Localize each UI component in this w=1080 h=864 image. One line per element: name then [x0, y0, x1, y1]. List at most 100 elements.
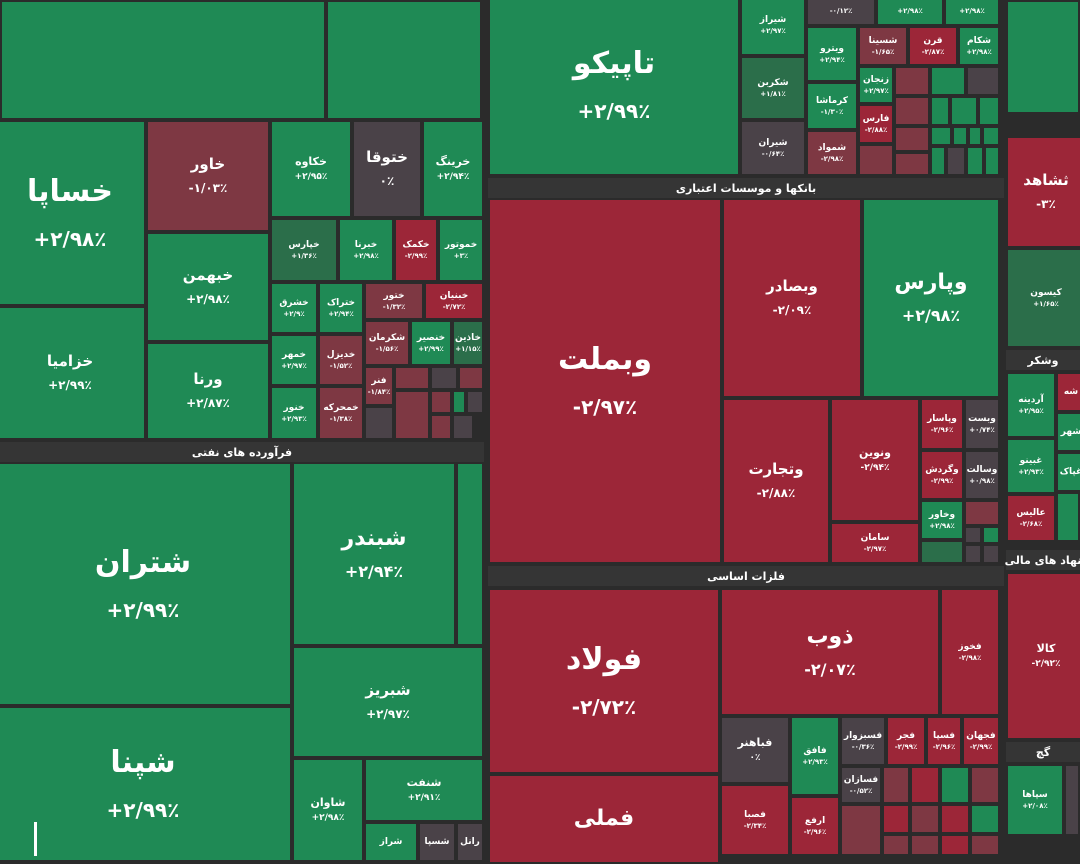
tile-khdiz[interactable]: خدیزل -۱/۵۲٪: [318, 334, 364, 386]
tile-small[interactable]: [968, 126, 982, 146]
tile-khavar[interactable]: خاور -۱/۰۳٪: [146, 120, 270, 232]
tile-fesaran[interactable]: فسازان -۰/۵۲٪: [840, 766, 882, 804]
tile-fkhoz[interactable]: فخوز -۲/۹۸٪: [940, 588, 1000, 716]
tile-small[interactable]: [966, 66, 1000, 96]
tile-khshargh[interactable]: خشرق +۲/۹٪: [270, 282, 318, 334]
tile-vgardesh[interactable]: وگردش -۲/۹۹٪: [920, 450, 964, 500]
tile-small[interactable]: [930, 126, 952, 146]
tile-shamvad[interactable]: شموا‌د -۲/۹۸٪: [806, 130, 858, 176]
tile-khkerman[interactable]: شکرمان -۱/۵۶٪: [364, 320, 410, 366]
tile-small[interactable]: [964, 544, 982, 564]
tile-kala[interactable]: کالا -۲/۹۲٪: [1006, 572, 1080, 740]
tile-small[interactable]: [930, 66, 966, 96]
tile-arfa[interactable]: ارفع -۲/۹۶٪: [790, 796, 840, 856]
tile-khamrah[interactable]: خمحرکه -۱/۳۸٪: [318, 386, 364, 440]
tile-khsapa[interactable]: خساپا +۲/۹۸٪: [0, 120, 146, 306]
tile-top2[interactable]: +۲/۹۸٪: [876, 0, 944, 26]
tile-alis[interactable]: عالیس -۲/۶۸٪: [1006, 494, 1056, 542]
tile-shekam[interactable]: شکام +۲/۹۸٪: [958, 26, 1000, 66]
tile-tshahed[interactable]: ثشاهد -۳٪: [1006, 136, 1080, 248]
tile-vtejarat[interactable]: وتجارت -۲/۸۸٪: [722, 398, 830, 564]
tile-shahd[interactable]: شهر: [1056, 412, 1080, 452]
tile-gharn[interactable]: قرن -۲/۸۷٪: [908, 26, 958, 66]
tile-shesina[interactable]: شسینا -۱/۶۵٪: [858, 26, 908, 66]
tile-khakamak[interactable]: خکمک -۲/۹۹٪: [394, 218, 438, 282]
tile-unlabeled[interactable]: [326, 0, 482, 120]
tile-small[interactable]: [964, 500, 1000, 526]
tile-fmeli[interactable]: فملی: [488, 774, 720, 864]
tile-shiran[interactable]: شیران -۰/۶۴٪: [740, 120, 806, 176]
tile-small[interactable]: [458, 366, 484, 390]
tile-small[interactable]: [882, 834, 910, 856]
tile-vitro[interactable]: ویترو +۲/۹۴٪: [806, 26, 858, 82]
tile-khteraak[interactable]: ختراک +۲/۹۴٪: [318, 282, 364, 334]
tile-small[interactable]: [910, 834, 940, 856]
tile-shenaft[interactable]: شنفت +۲/۹۱٪: [364, 758, 484, 822]
tile-foolad[interactable]: فولاد -۲/۷۲٪: [488, 588, 720, 774]
tile-khanser[interactable]: خنصیر +۲/۹۹٪: [410, 320, 452, 366]
tile-small[interactable]: [984, 146, 1000, 176]
tile-khakave[interactable]: خکاوه +۲/۹۵٪: [270, 120, 352, 218]
tile-small[interactable]: [910, 804, 940, 834]
tile-fjahan[interactable]: فجهان -۲/۹۹٪: [962, 716, 1000, 766]
tile-ghpak[interactable]: غپاک: [1056, 452, 1080, 492]
tile-small[interactable]: [1064, 764, 1080, 836]
tile-faras[interactable]: فارس -۲/۸۸٪: [858, 104, 894, 144]
tile-fesepa[interactable]: فسپا -۲/۹۶٪: [926, 716, 962, 766]
tile-small[interactable]: [894, 66, 930, 96]
tile-khamotor[interactable]: خموتور +۳٪: [438, 218, 484, 282]
tile-small[interactable]: [882, 804, 910, 834]
tile-small[interactable]: [894, 96, 930, 126]
tile-small[interactable]: [952, 126, 968, 146]
tile-zob[interactable]: ذوب -۲/۰۷٪: [720, 588, 940, 716]
tile-shebandar[interactable]: شبندر +۲/۹۴٪: [292, 462, 456, 646]
tile-small[interactable]: [840, 804, 882, 856]
tile-shekarin[interactable]: شکربن +۱/۸۱٪: [740, 56, 806, 120]
tile-unlabeled[interactable]: [456, 462, 484, 646]
tile-top3[interactable]: +۲/۹۸٪: [944, 0, 1000, 26]
tile-small[interactable]: [910, 766, 940, 804]
tile-small[interactable]: [940, 766, 970, 804]
tile-sepaha[interactable]: سپاها +۲/۰۸٪: [1006, 764, 1064, 836]
tile-small[interactable]: [982, 544, 1000, 564]
tile-fsabzevar[interactable]: فسبزوار -۰/۳۶٪: [840, 716, 886, 766]
tile-small[interactable]: [466, 390, 484, 414]
tile-small[interactable]: [894, 152, 930, 176]
tile-khabarna[interactable]: خبرنا +۲/۹۸٪: [338, 218, 394, 282]
tile-khazin[interactable]: خاذین +۱/۱۵٪: [452, 320, 484, 366]
tile-small[interactable]: [970, 834, 1000, 856]
tile-kison[interactable]: کیسون +۱/۶۵٪: [1006, 248, 1080, 348]
tile-khiyaras[interactable]: خپارس +۱/۳۶٪: [270, 218, 338, 282]
tile-small[interactable]: [394, 390, 430, 440]
tile-small[interactable]: [894, 126, 930, 152]
tile-small[interactable]: [970, 766, 1000, 804]
tile-shavan[interactable]: شاوان +۲/۹۸٪: [292, 758, 364, 862]
tile-shraz[interactable]: شراز: [364, 822, 418, 862]
tile-vbmelat[interactable]: وبملت -۲/۹۷٪: [488, 198, 722, 564]
tile-small[interactable]: [930, 146, 946, 176]
tile-saman[interactable]: سامان -۲/۹۷٪: [830, 522, 920, 564]
tile-small[interactable]: [920, 540, 964, 564]
tile-small[interactable]: [452, 414, 474, 440]
tile-shebriz[interactable]: شبریز +۲/۹۷٪: [292, 646, 484, 758]
tile-shad[interactable]: شه: [1056, 372, 1080, 412]
tile-small[interactable]: [930, 96, 950, 126]
tile-khbonyan[interactable]: خبنیان -۲/۷۲٪: [424, 282, 484, 320]
tile-small[interactable]: [1056, 492, 1080, 542]
tile-khbahman[interactable]: خبهمن +۲/۹۸٪: [146, 232, 270, 342]
tile-khazamia[interactable]: خزامیا +۲/۹۹٪: [0, 306, 146, 440]
tile-fanar[interactable]: فنر -۱/۸۴٪: [364, 366, 394, 406]
tile-gbino[interactable]: غبینو +۲/۹۳٪: [1006, 438, 1056, 494]
tile-top1[interactable]: -۰/۱۲٪: [806, 0, 876, 26]
tile-small[interactable]: [966, 146, 984, 176]
tile-small[interactable]: [452, 390, 466, 414]
tile-small[interactable]: [950, 96, 978, 126]
tile-vnovin[interactable]: ونوین -۲/۹۴٪: [830, 398, 920, 522]
tile-unlabeled[interactable]: [0, 0, 326, 120]
tile-shespa[interactable]: شسپا: [418, 822, 456, 862]
tile-fajr[interactable]: فجر -۲/۹۹٪: [886, 716, 926, 766]
tile-small[interactable]: [970, 804, 1000, 834]
tile-ardineh[interactable]: آردینه +۲/۹۵٪: [1006, 372, 1056, 438]
tile-shranel[interactable]: رانل: [456, 822, 484, 862]
tile-fafagh[interactable]: فافق +۲/۹۳٪: [790, 716, 840, 796]
